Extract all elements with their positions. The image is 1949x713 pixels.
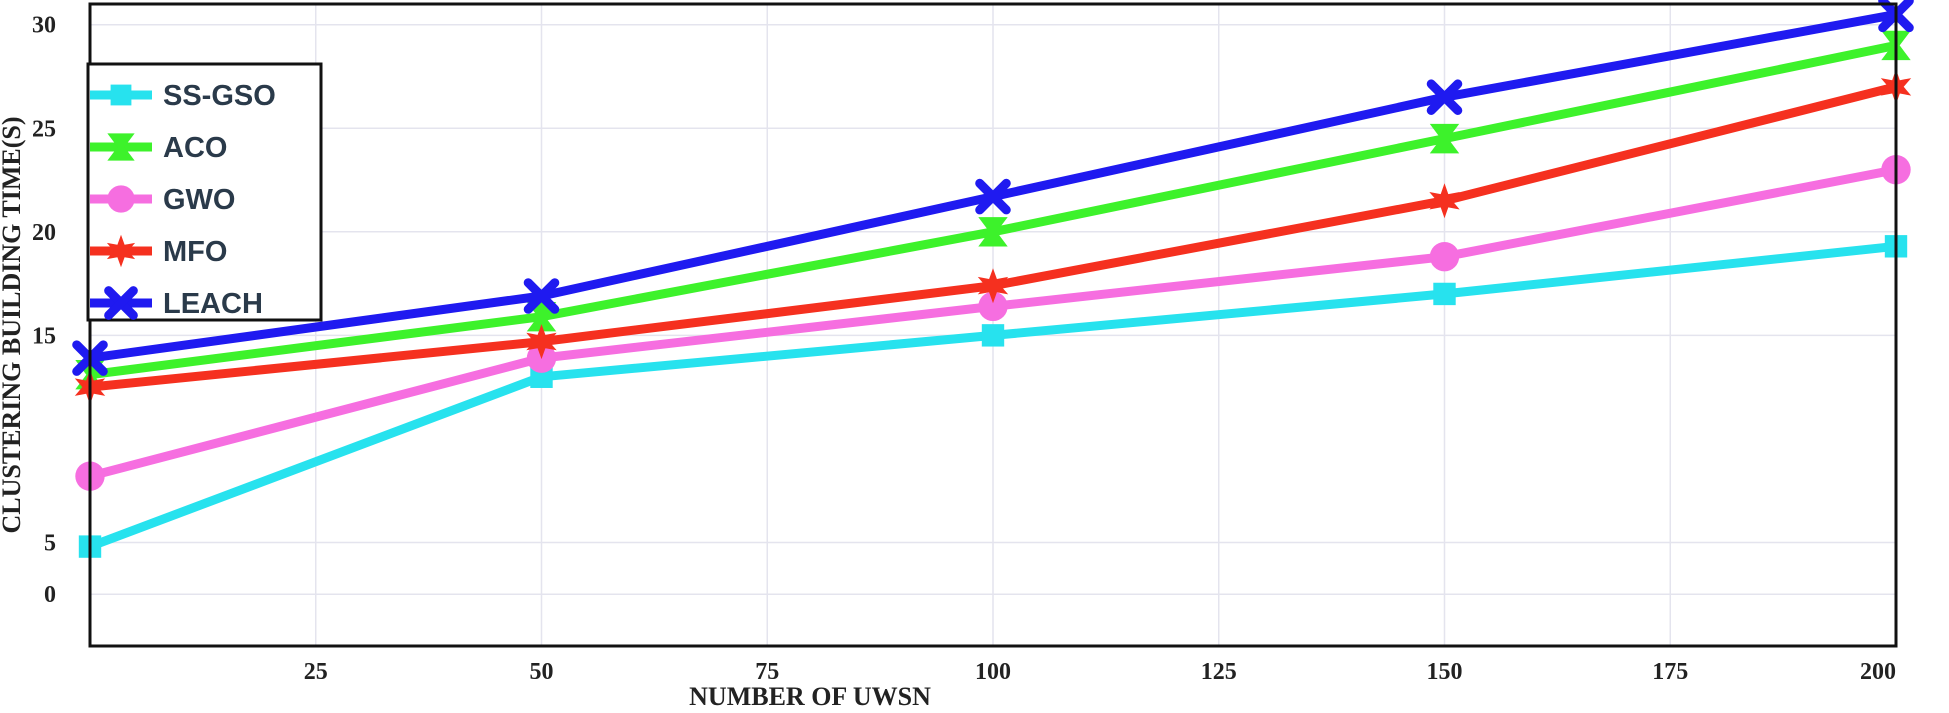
- x-axis-title: NUMBER OF UWSN: [689, 682, 931, 711]
- y-tick-label: 5: [44, 530, 56, 556]
- legend-item-leach: LEACH: [90, 286, 263, 320]
- legend: SS-GSO ACO GWO MFO LEACH: [86, 62, 323, 322]
- x-tick-label: 150: [1427, 659, 1463, 685]
- data-point-mfo: [526, 324, 557, 360]
- legend-label-leach: LEACH: [163, 288, 263, 320]
- x-tick-label: 175: [1652, 659, 1688, 685]
- x-tick-label: 125: [1201, 659, 1237, 685]
- series-layer: [72, 0, 1914, 558]
- data-point-leach: [523, 278, 560, 314]
- x-tick-label: 200: [1860, 659, 1896, 685]
- data-point-ss-gso: [1433, 282, 1456, 306]
- data-point-mfo: [1429, 183, 1460, 219]
- legend-item-ss-gso: SS-GSO: [90, 80, 276, 112]
- x-tick-label: 75: [755, 659, 779, 685]
- data-point-ss-gso: [981, 324, 1005, 347]
- y-tick-label: 30: [32, 13, 56, 39]
- x-tick-label: 100: [975, 659, 1011, 685]
- data-point-leach: [1426, 79, 1463, 115]
- legend-marker-aco: [107, 133, 135, 161]
- legend-label-gwo: GWO: [163, 184, 236, 216]
- y-tick-label: 20: [32, 220, 56, 246]
- series-leach: [72, 0, 1914, 376]
- legend-marker-gwo: [107, 185, 135, 213]
- legend-item-mfo: MFO: [90, 234, 227, 268]
- x-tick-labels: 25 50 75 100 125 150 175 200: [304, 659, 1896, 685]
- series-gwo: [75, 154, 1911, 491]
- legend-label-mfo: MFO: [163, 236, 227, 268]
- legend-label-ss-gso: SS-GSO: [163, 80, 276, 112]
- legend-marker-ss-gso: [110, 84, 132, 106]
- y-tick-label: 25: [32, 116, 56, 142]
- legend-label-aco: ACO: [163, 132, 227, 164]
- y-tick-labels: 0 5 15 20 25 30: [32, 13, 56, 609]
- plot-frame: [88, 2, 1898, 648]
- data-point-leach: [975, 178, 1011, 215]
- legend-marker-leach: [104, 286, 138, 320]
- data-point-mfo: [977, 268, 1009, 304]
- y-tick-label: 15: [32, 323, 56, 349]
- y-tick-label: 0: [44, 582, 56, 608]
- legend-item-aco: ACO: [90, 132, 227, 164]
- legend-item-gwo: GWO: [90, 184, 236, 216]
- data-point-aco: [1429, 123, 1460, 154]
- data-point-gwo: [1429, 241, 1460, 272]
- x-tick-label: 25: [304, 659, 328, 685]
- y-axis-title: CLUSTERING BUILDING TIME(S): [0, 116, 26, 533]
- data-point-gwo: [978, 291, 1008, 322]
- legend-marker-mfo: [106, 234, 136, 268]
- data-point-aco: [978, 217, 1008, 247]
- x-tick-label: 50: [530, 659, 554, 685]
